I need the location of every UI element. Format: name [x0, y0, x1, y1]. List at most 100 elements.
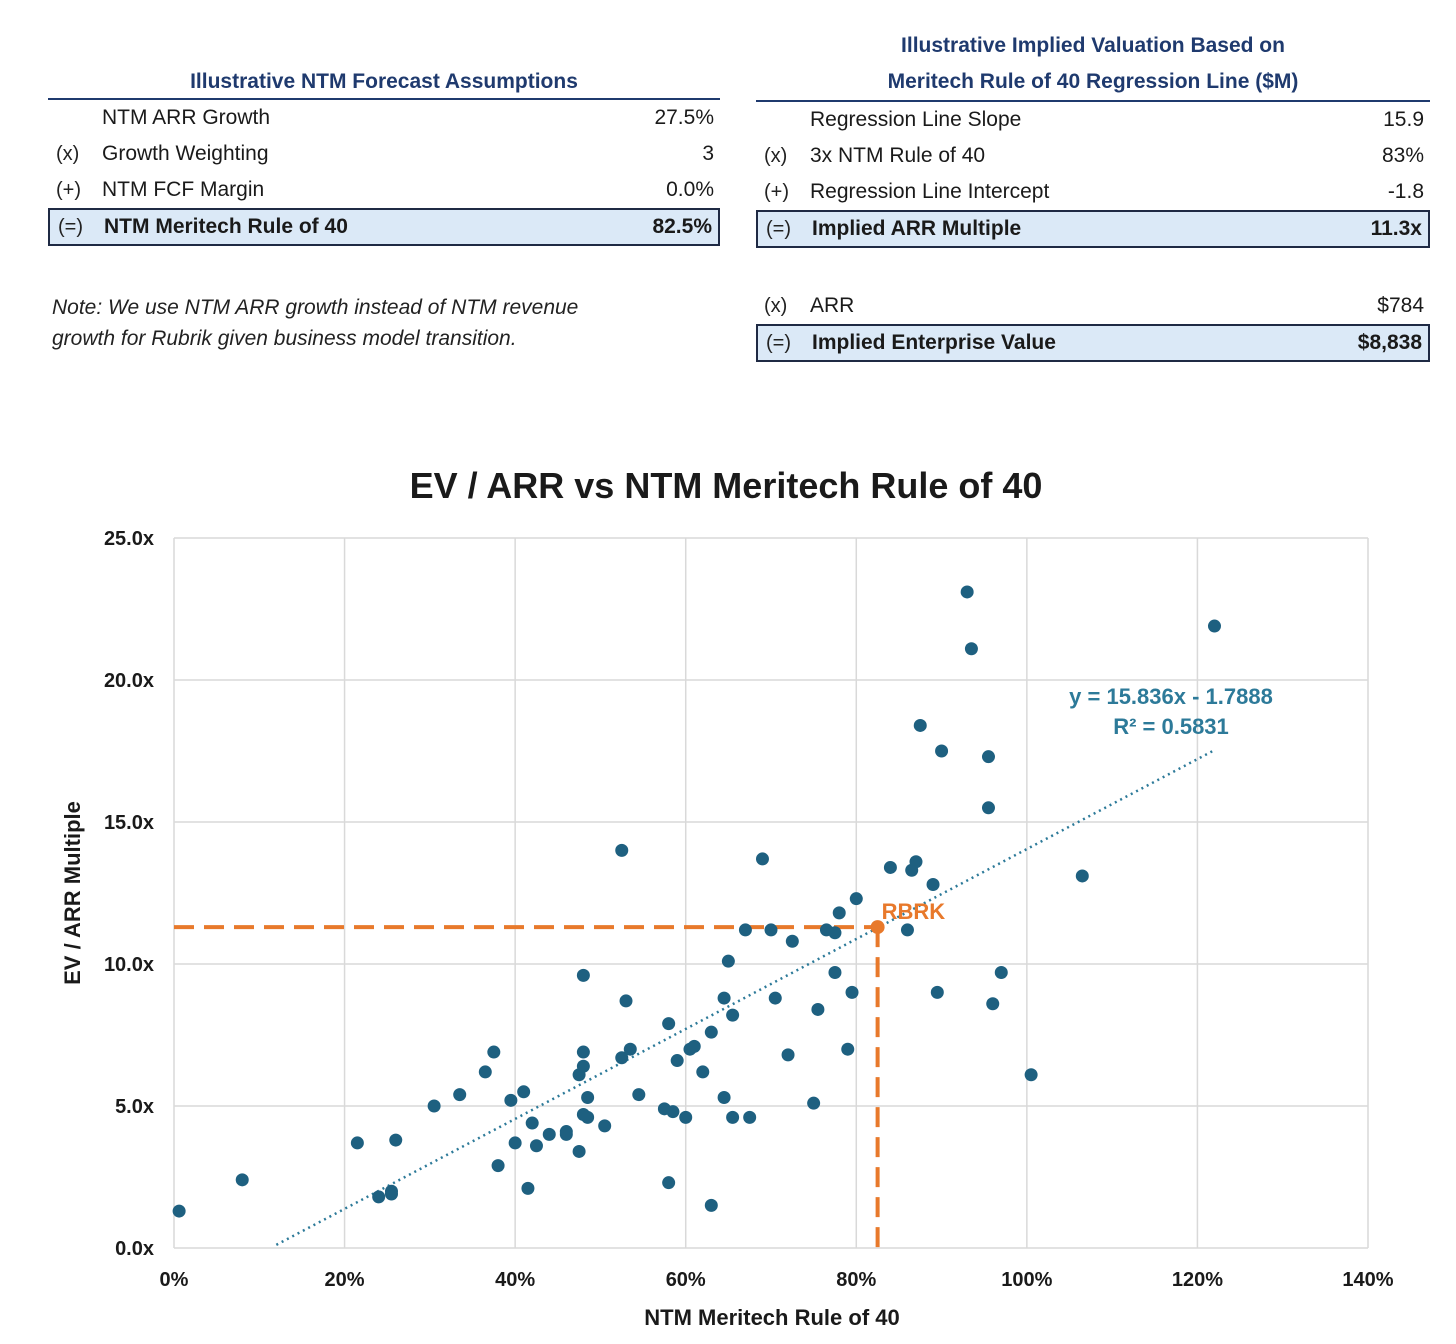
row-label: Regression Line Slope [810, 108, 1022, 131]
data-point [981, 750, 995, 764]
x-tick-label: 100% [1001, 1269, 1052, 1291]
forecast-assumptions-title: Illustrative NTM Forecast Assumptions [48, 66, 720, 100]
data-point [615, 1051, 629, 1065]
row-operator: (x) [764, 145, 788, 167]
valuation-row-rule-of-40: (x) 3x NTM Rule of 40 83% [756, 138, 1430, 174]
rbrk-point [870, 920, 885, 935]
y-tick-label: 0.0x [115, 1238, 154, 1260]
data-points [172, 585, 1221, 1218]
data-point [491, 1159, 505, 1173]
data-point [517, 1085, 531, 1099]
x-tick-label: 40% [495, 1269, 535, 1291]
grid-lines [173, 537, 1369, 1249]
valuation-row-slope: Regression Line Slope 15.9 [756, 102, 1430, 138]
data-point [807, 1096, 821, 1110]
note-line-1: Note: We use NTM ARR growth instead of N… [52, 296, 579, 319]
row-label: NTM ARR Growth [102, 106, 271, 129]
row-label: ARR [810, 294, 855, 317]
assumption-row-growth-weighting: (x) Growth Weighting 3 [48, 136, 720, 172]
forecast-assumptions-panel: Illustrative NTM Forecast Assumptions NT… [48, 28, 720, 246]
row-label: Implied ARR Multiple [812, 217, 1022, 240]
data-point [738, 923, 752, 937]
data-point [389, 1133, 403, 1147]
data-point [576, 1059, 590, 1073]
data-point [696, 1065, 710, 1079]
data-point [849, 892, 863, 906]
assumption-row-rule-of-40-total: (=) NTM Meritech Rule of 40 82.5% [48, 208, 720, 246]
data-point [576, 1045, 590, 1059]
row-value: 11.3x [1370, 217, 1422, 240]
y-tick-label: 10.0x [104, 954, 154, 976]
assumption-row-fcf-margin: (+) NTM FCF Margin 0.0% [48, 172, 720, 208]
row-label: Implied Enterprise Value [812, 331, 1056, 354]
x-tick-label: 60% [666, 1269, 706, 1291]
data-point [704, 1025, 718, 1039]
row-operator: (x) [764, 295, 788, 317]
data-point [1024, 1068, 1038, 1082]
row-value: $784 [1377, 294, 1424, 317]
data-point [508, 1136, 522, 1150]
data-point [559, 1125, 573, 1139]
data-point [721, 954, 735, 968]
valuation-row-arr: (x) ARR $784 [756, 288, 1430, 324]
data-point [926, 877, 940, 891]
x-tick-label: 140% [1342, 1269, 1393, 1291]
data-point [883, 860, 897, 874]
data-point [372, 1190, 386, 1204]
row-operator: (+) [764, 181, 789, 203]
data-point [487, 1045, 501, 1059]
data-point [755, 852, 769, 866]
data-point [1075, 869, 1089, 883]
y-tick-label: 15.0x [104, 812, 154, 834]
data-point [913, 718, 927, 732]
data-point [615, 843, 629, 857]
data-point [811, 1002, 825, 1016]
x-tick-label: 80% [836, 1269, 876, 1291]
row-operator: (=) [58, 216, 83, 238]
row-label: NTM Meritech Rule of 40 [104, 215, 348, 238]
data-point [841, 1042, 855, 1056]
valuation-row-intercept: (+) Regression Line Intercept -1.8 [756, 174, 1430, 210]
data-point [981, 801, 995, 815]
y-axis-ticks: 0.0x 5.0x 10.0x 15.0x 20.0x 25.0x [104, 528, 154, 1260]
data-point [623, 1042, 637, 1056]
rbrk-label: RBRK [882, 899, 946, 924]
data-point [704, 1198, 718, 1212]
row-label: NTM FCF Margin [102, 178, 265, 201]
data-point [726, 1008, 740, 1022]
x-tick-label: 0% [160, 1269, 189, 1291]
data-point [960, 585, 974, 599]
row-label: Growth Weighting [102, 142, 269, 165]
data-point [529, 1139, 543, 1153]
data-point [828, 926, 842, 940]
data-point [935, 744, 949, 758]
row-value: 3 [702, 142, 714, 165]
valuation-row-enterprise-value: (=) Implied Enterprise Value $8,838 [756, 324, 1430, 362]
row-operator: (x) [56, 143, 80, 165]
data-point [1207, 619, 1221, 633]
data-point [986, 997, 1000, 1011]
data-point [235, 1173, 249, 1187]
data-point [781, 1048, 795, 1062]
methodology-note: Note: We use NTM ARR growth instead of N… [52, 292, 692, 354]
x-tick-label: 120% [1172, 1269, 1223, 1291]
data-point [581, 1090, 595, 1104]
row-value: -1.8 [1387, 180, 1424, 203]
x-tick-label: 20% [325, 1269, 365, 1291]
implied-valuation-title-line-1: Illustrative Implied Valuation Based on [901, 34, 1285, 57]
data-point [576, 968, 590, 982]
data-point [764, 923, 778, 937]
data-point [670, 1054, 684, 1068]
data-point [350, 1136, 364, 1150]
assumption-row-arr-growth: NTM ARR Growth 27.5% [48, 100, 720, 136]
data-point [427, 1099, 441, 1113]
trendline-group [275, 749, 1216, 1246]
row-operator: (=) [766, 218, 791, 240]
data-point [525, 1116, 539, 1130]
data-point [521, 1181, 535, 1195]
data-point [504, 1093, 518, 1107]
data-point [743, 1110, 757, 1124]
valuation-row-implied-multiple: (=) Implied ARR Multiple 11.3x [756, 210, 1430, 248]
implied-valuation-panel: Illustrative Implied Valuation Based on … [756, 28, 1430, 248]
implied-valuation-title-line-2: Meritech Rule of 40 Regression Line ($M) [887, 70, 1299, 93]
